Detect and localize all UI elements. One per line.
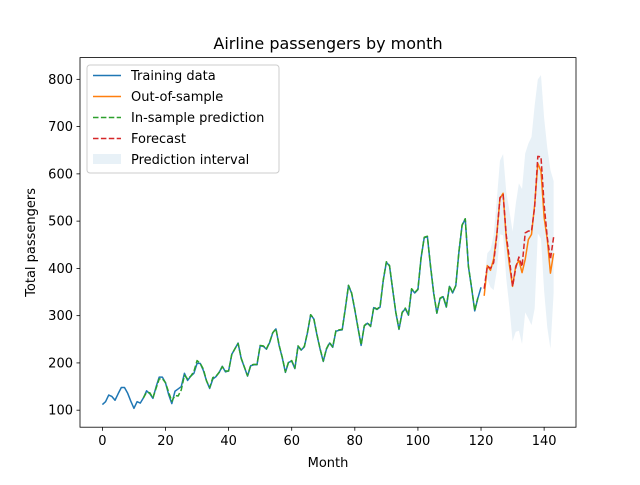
y-axis-label: Total passengers [24, 188, 39, 298]
x-tick-label: 120 [469, 434, 494, 449]
legend-label-forecast: Forecast [131, 132, 186, 147]
series-line-in-sample [142, 218, 479, 402]
y-tick-label: 200 [48, 356, 73, 371]
prediction-interval-band [484, 75, 554, 349]
series-line-forecast [483, 155, 555, 289]
plot-area [101, 75, 555, 410]
legend: Training data Out-of-sample In-sample pr… [86, 64, 280, 174]
legend-swatch-interval [93, 154, 121, 164]
x-tick-label: 20 [157, 434, 174, 449]
x-tick-label: 60 [283, 434, 300, 449]
x-tick-label: 80 [347, 434, 364, 449]
x-tick-label: 40 [220, 434, 237, 449]
y-tick-label: 500 [48, 215, 73, 230]
y-tick-label: 100 [48, 404, 73, 419]
x-axis-label: Month [308, 456, 349, 471]
series-line-out-of-sample [483, 162, 555, 296]
legend-label-in-sample: In-sample prediction [131, 111, 264, 126]
x-tick-label: 140 [532, 434, 557, 449]
legend-label-interval: Prediction interval [131, 153, 249, 168]
legend-frame [86, 64, 280, 174]
y-axis: 100 200 300 400 500 600 700 800 [48, 73, 80, 419]
y-tick-label: 600 [48, 167, 73, 182]
legend-label-training: Training data [130, 69, 216, 84]
y-tick-label: 400 [48, 262, 73, 277]
y-tick-label: 800 [48, 73, 73, 88]
chart-title: Airline passengers by month [213, 34, 442, 53]
x-tick-label: 0 [98, 434, 106, 449]
y-tick-label: 300 [48, 309, 73, 324]
axes-frame [79, 57, 577, 428]
y-tick-label: 700 [48, 120, 73, 135]
legend-label-out-of-sample: Out-of-sample [131, 90, 223, 105]
x-tick-label: 100 [406, 434, 431, 449]
x-axis: 0 20 40 60 80 100 120 140 [98, 427, 557, 449]
